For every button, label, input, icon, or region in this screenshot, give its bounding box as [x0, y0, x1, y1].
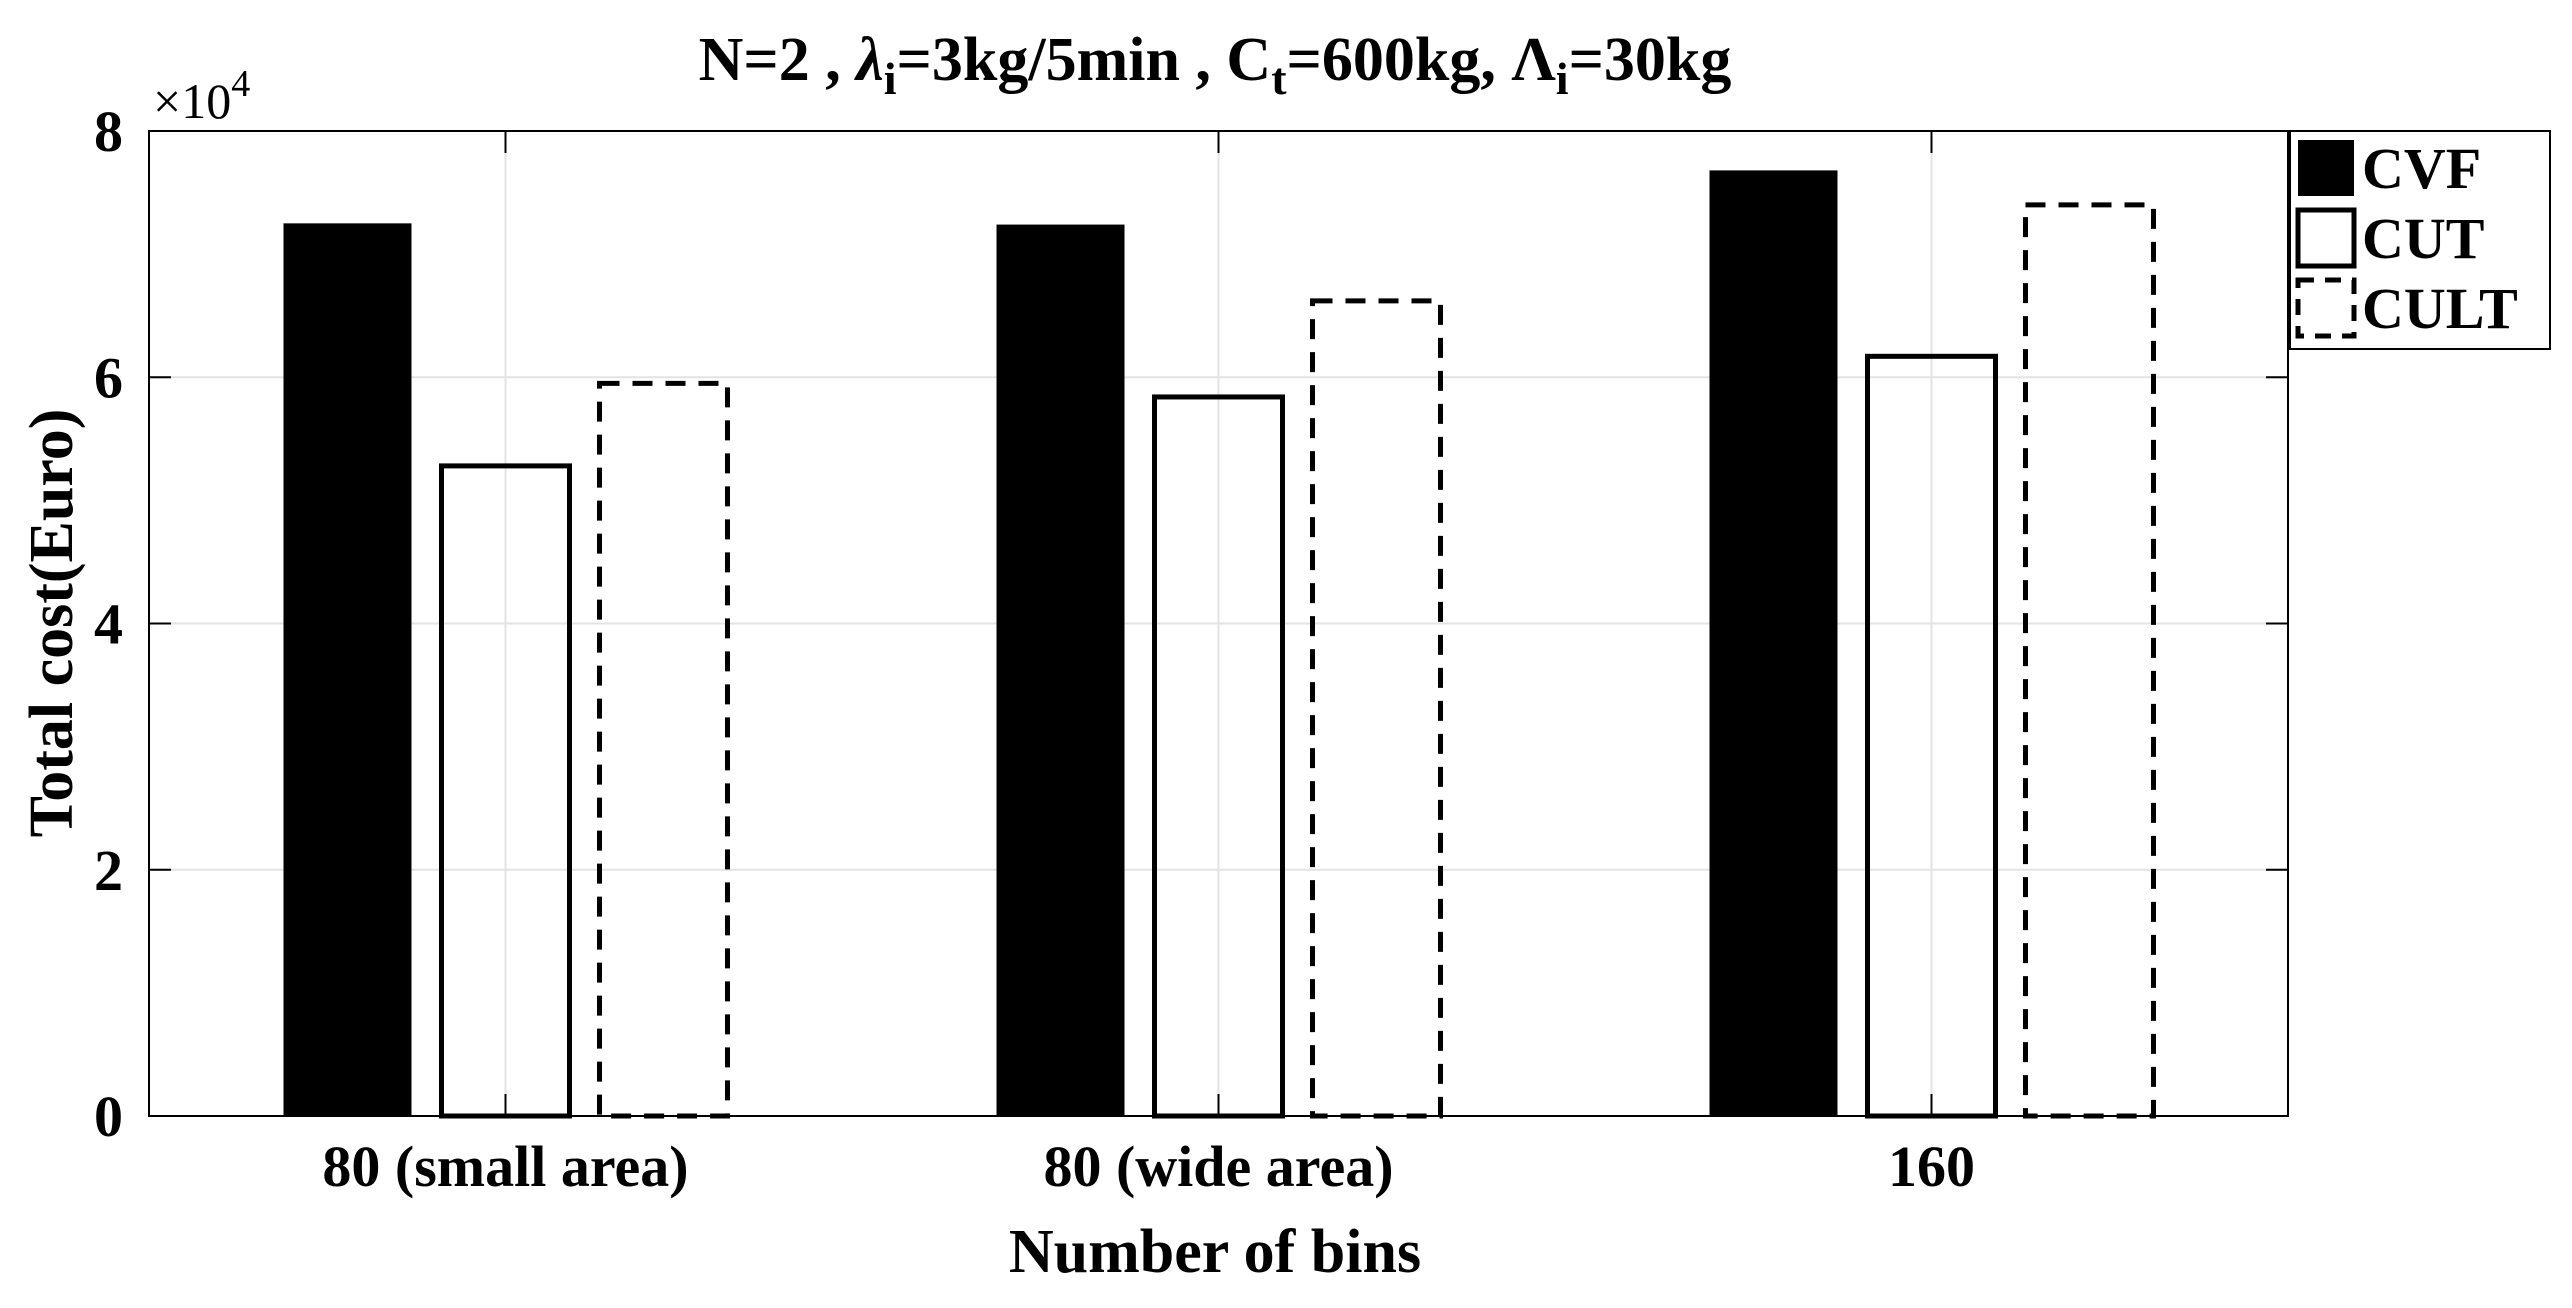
x-axis-label: Number of bins — [1009, 1218, 1421, 1286]
grid-lines — [149, 131, 2288, 1116]
title-segment-6: i — [1556, 53, 1569, 104]
y-tick-label: 6 — [94, 345, 123, 410]
y-exponent-power: 4 — [231, 63, 250, 105]
title-segment-1: λ — [853, 26, 884, 94]
legend-swatch-cut — [2295, 207, 2357, 269]
axis-ticks: 0 2 4 6 8 80 (small area) 80 (wide area) 160 — [94, 99, 2288, 1199]
y-exponent-label: ×104 — [153, 63, 250, 129]
chart-title: N=2 , λi=3kg/5min , Ct=600kg, Λi=30kg — [699, 26, 1732, 104]
legend-swatch-cvf — [2298, 140, 2354, 196]
title-segment-5: =600kg, Λ — [1287, 26, 1557, 94]
title-segment-2: i — [884, 53, 897, 104]
y-tick-label: 8 — [94, 99, 123, 164]
bars — [283, 170, 2156, 1119]
y-axis-label: Total cost(Euro) — [18, 409, 86, 838]
legend-label-cvf: CVF — [2362, 136, 2481, 201]
legend-label-cult: CULT — [2362, 276, 2518, 341]
x-tick-label: 80 (small area) — [322, 1134, 688, 1199]
y-exponent-base: ×10 — [153, 73, 231, 129]
x-tick-label: 160 — [1888, 1134, 1975, 1199]
title-segment-0: N=2 , — [699, 26, 857, 94]
bar-cvf-1 — [996, 224, 1125, 1116]
y-tick-label: 0 — [94, 1084, 123, 1149]
title-segment-4: t — [1271, 53, 1287, 104]
bar-cvf-0 — [283, 223, 412, 1116]
y-tick-label: 2 — [94, 838, 123, 903]
title-segment-7: =30kg — [1569, 26, 1732, 94]
title-segment-3: =3kg/5min , C — [897, 26, 1272, 94]
y-tick-label: 4 — [94, 592, 123, 657]
x-tick-label: 80 (wide area) — [1043, 1134, 1393, 1199]
bar-cvf-2 — [1709, 170, 1838, 1116]
legend-swatch-cult — [2295, 277, 2357, 339]
legend-label-cut: CUT — [2362, 206, 2484, 271]
